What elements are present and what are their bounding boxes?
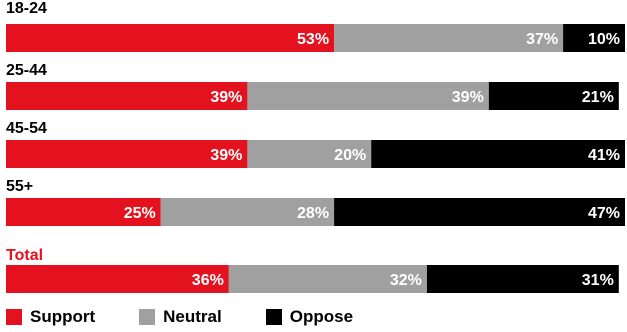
bar-segment-neutral (228, 265, 427, 293)
bar-segment-support (6, 24, 335, 52)
legend-swatch (265, 309, 282, 325)
data-label: 41% (588, 147, 620, 164)
legend-item-support: Support (6, 307, 95, 327)
bar-segment-oppose (334, 198, 625, 226)
data-label: 36% (192, 272, 224, 289)
legend-label: Oppose (289, 307, 354, 326)
bar-segment-support (6, 265, 229, 293)
data-label: 25% (124, 205, 156, 222)
bar-segment-neutral (334, 24, 564, 52)
chart-legend: Support Neutral Oppose (6, 306, 397, 328)
bar-segment-oppose (371, 140, 625, 168)
data-label: 37% (526, 31, 558, 48)
data-label: 53% (297, 31, 329, 48)
data-label: 28% (297, 205, 329, 222)
data-label: 20% (334, 147, 366, 164)
bar-segment-support (6, 140, 248, 168)
bar-segment-oppose (426, 265, 619, 293)
data-label: 32% (390, 272, 422, 289)
data-label: 31% (582, 272, 614, 289)
category-label: 45-54 (6, 120, 47, 137)
category-label: 55+ (6, 178, 33, 195)
data-label: 21% (582, 89, 614, 106)
data-label: 10% (588, 31, 620, 48)
legend-swatch (139, 309, 156, 325)
bar-segment-oppose (563, 24, 625, 52)
category-label: Total (6, 247, 43, 264)
legend-label: Neutral (163, 307, 222, 326)
legend-item-oppose: Oppose (265, 307, 354, 327)
category-label: 25-44 (6, 62, 47, 79)
legend-label: Support (30, 307, 96, 326)
bar-segment-support (6, 82, 248, 110)
chart-plot-area: 18-24 53% 37% 10% 25-44 39% 39% 21% 45-54 39% 20% 4… (6, 0, 625, 293)
bar-segment-neutral (247, 82, 489, 110)
data-label: 39% (210, 147, 242, 164)
bar-segment-neutral (247, 140, 372, 168)
bar-segment-oppose (488, 82, 619, 110)
data-label: 47% (588, 205, 620, 222)
category-label: 18-24 (6, 0, 47, 17)
bar-segment-neutral (160, 198, 335, 226)
bar-segment-support (6, 198, 161, 226)
data-label: 39% (452, 89, 484, 106)
legend-item-neutral: Neutral (139, 307, 222, 327)
legend-swatch (6, 309, 22, 325)
data-label: 39% (210, 89, 242, 106)
